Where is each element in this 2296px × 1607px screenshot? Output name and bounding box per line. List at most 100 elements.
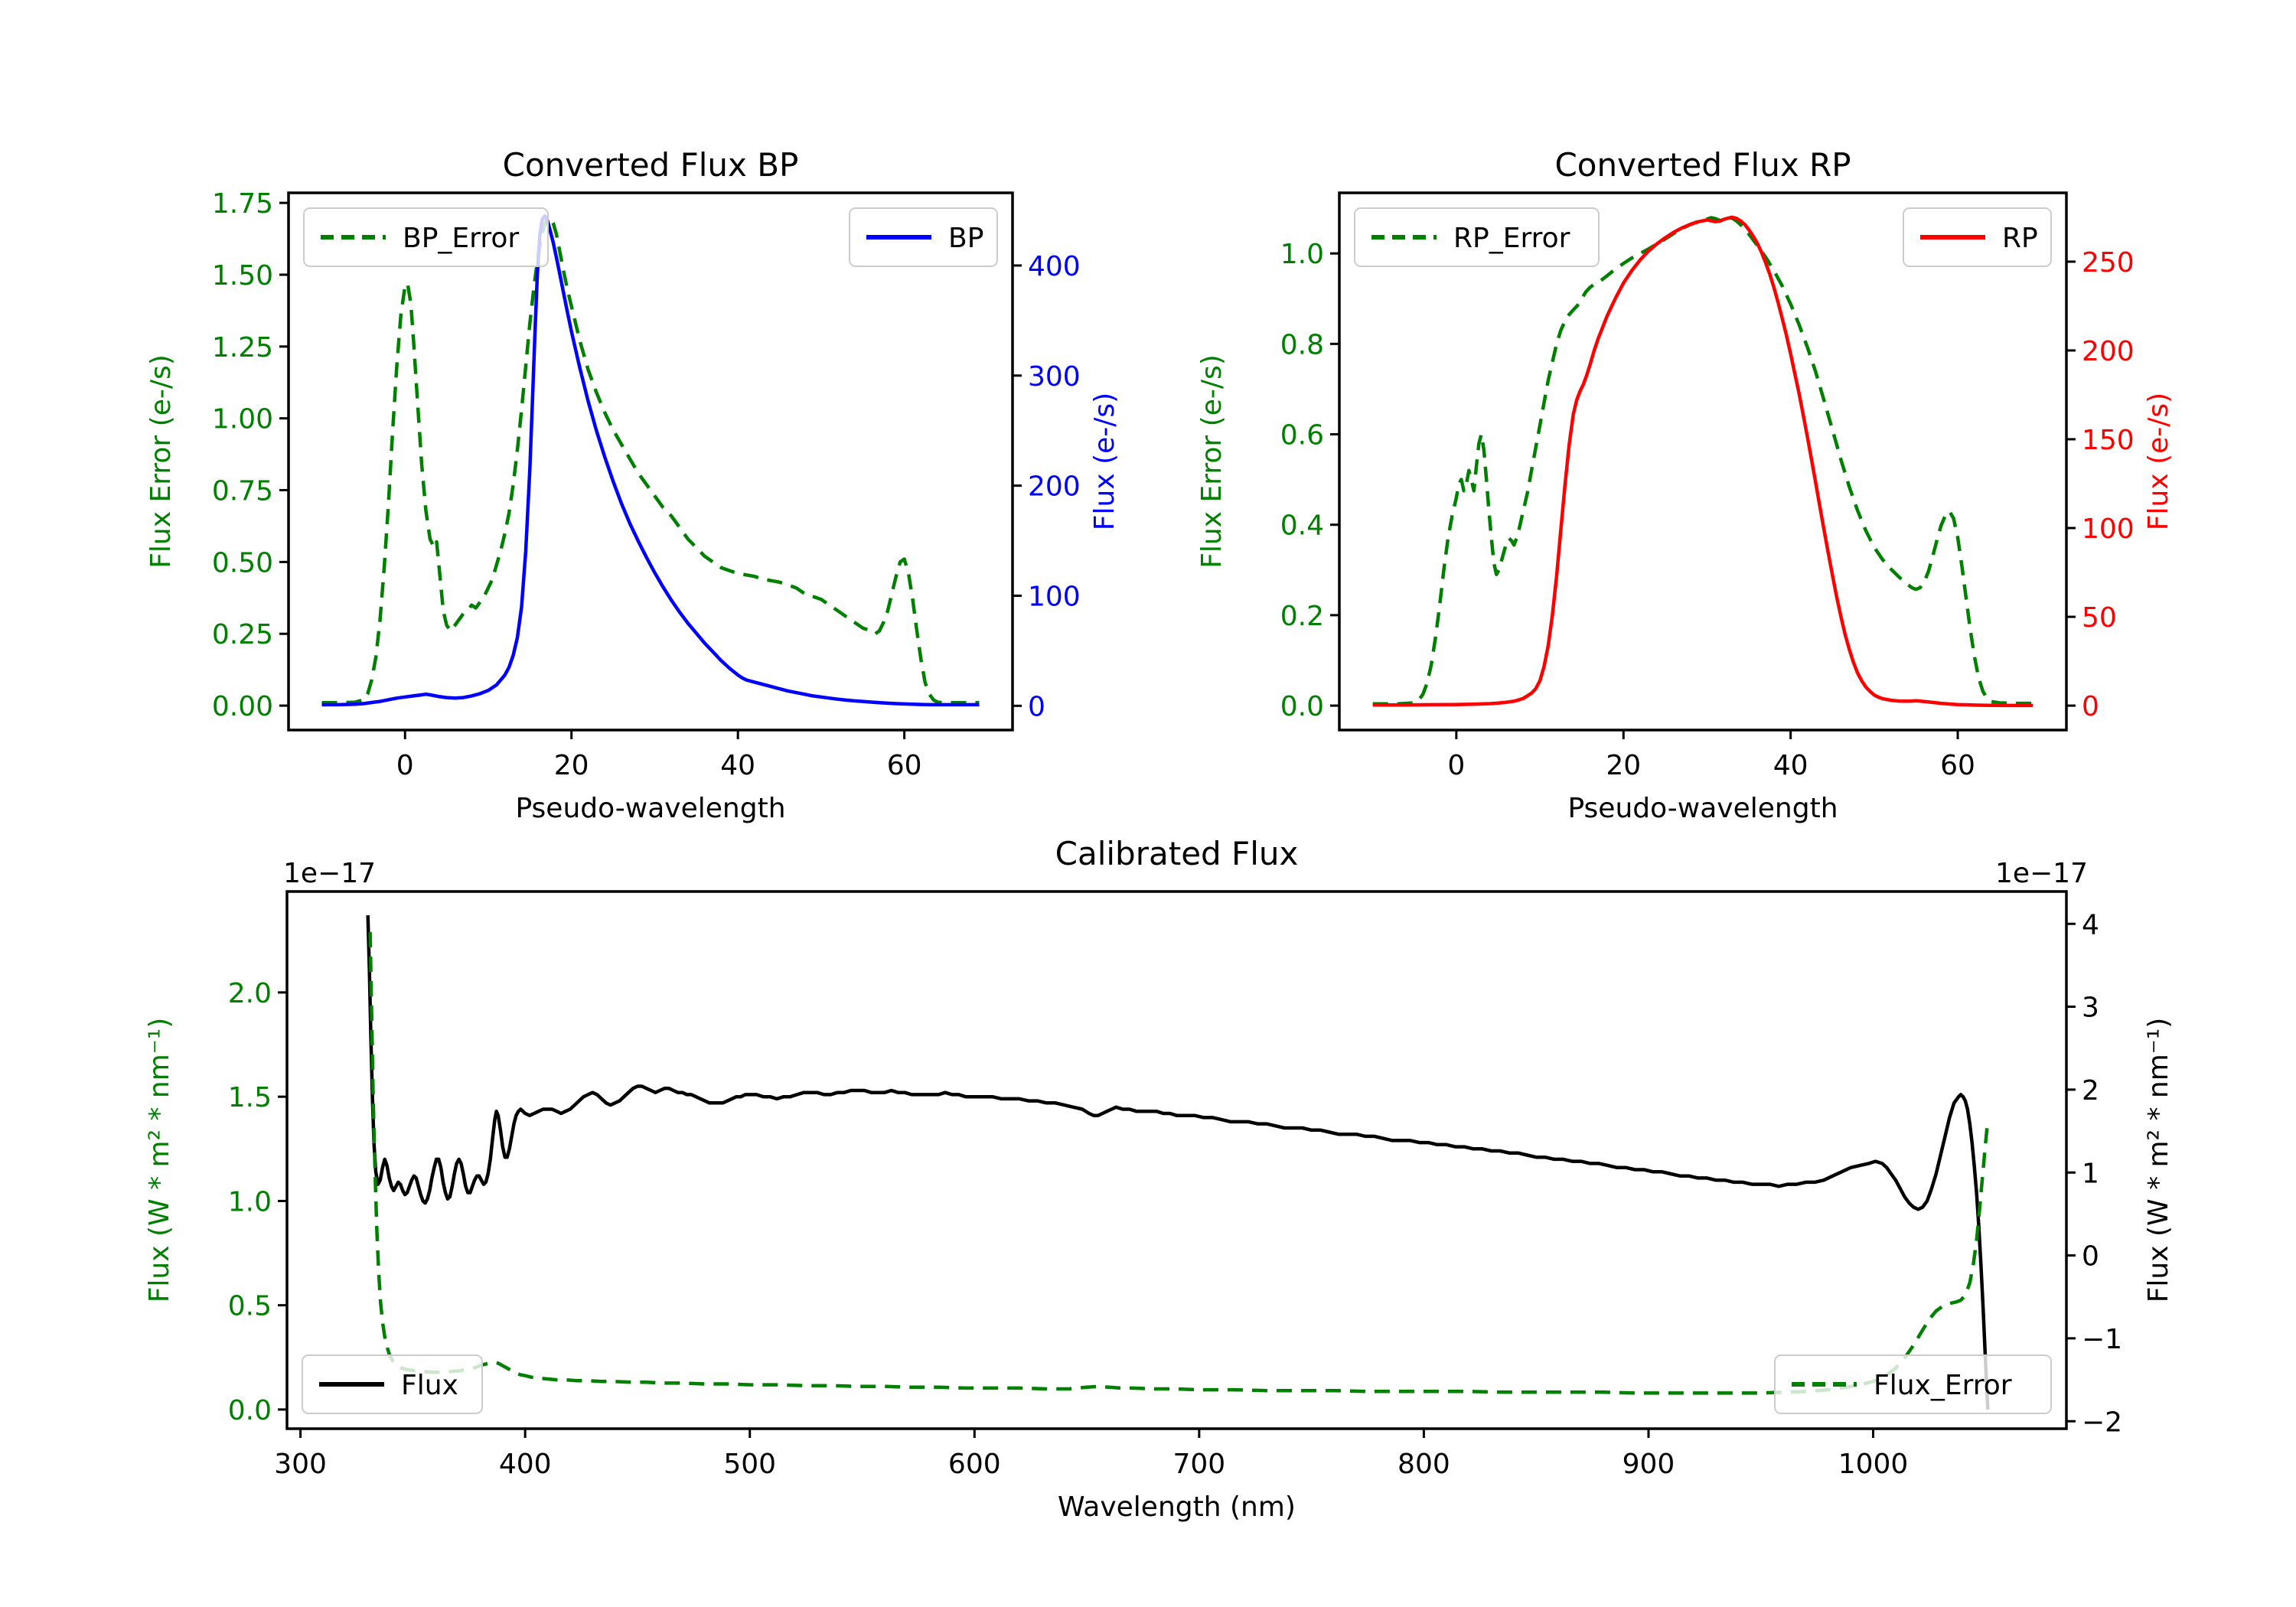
- rp-right-tick-label: 150: [2082, 425, 2135, 456]
- rp-axes-frame: [1338, 191, 2068, 732]
- rp-x-tick-label: 40: [1773, 750, 1808, 781]
- bp-left-tick-label: 0.00: [212, 691, 273, 722]
- bp-axes-frame: [287, 191, 1014, 732]
- plot-bp: 0 20 40 600.000.250.500.751.001.251.501.750…: [145, 146, 1120, 824]
- bp-right-axis: 0 100 200 300 400: [1013, 251, 1081, 722]
- cal-left-axis: 0.0 0.5 1.0 1.5 2.0: [228, 978, 287, 1426]
- rp-right-tick-label: 50: [2082, 602, 2117, 634]
- bp-legend-bp_error: BP_Error: [303, 207, 549, 267]
- rp-legend-label: RP: [2002, 223, 2038, 254]
- rp-series-rp-error: [1372, 215, 2033, 706]
- rp-right-axis: 0 50 100 150 200 250: [2066, 247, 2135, 722]
- cal-left-tick-label: 1.5: [228, 1082, 272, 1113]
- rp-left-tick-label: 0.0: [1280, 691, 1324, 722]
- rp-left-tick-label: 0.8: [1280, 329, 1324, 360]
- cal-x-tick-label: 600: [948, 1449, 1001, 1480]
- rp-legend-label: RP_Error: [1453, 223, 1570, 254]
- rp-series-rp: [1372, 215, 2033, 708]
- bp-x-tick-label: 20: [554, 750, 589, 781]
- bp-left-tick-label: 0.75: [212, 476, 273, 507]
- cal-x-tick-label: 500: [723, 1449, 776, 1480]
- cal-legend-flux: Flux: [302, 1354, 483, 1414]
- cal-left-ylabel: Flux (W * m² * nm⁻¹): [144, 1018, 175, 1303]
- rp-xlabel: Pseudo-wavelength: [1567, 793, 1838, 824]
- cal-x-tick-label: 900: [1623, 1449, 1675, 1480]
- cal-left-tick-label: 0.5: [228, 1291, 272, 1322]
- cal-x-tick-label: 300: [274, 1449, 327, 1480]
- cal-right-tick-label: 4: [2082, 909, 2099, 940]
- rp-left-axis: 0.0 0.2 0.4 0.6 0.8 1.0: [1280, 239, 1339, 722]
- bp-right-tick-label: 400: [1028, 251, 1081, 282]
- bp-right-tick-label: 200: [1028, 471, 1081, 503]
- bp-x-tick-label: 60: [887, 750, 922, 781]
- bp-left-axis: 0.00 0.25 0.50 0.75 1.00 1.25 1.50 1.75: [212, 188, 289, 722]
- bp-series-bp: [321, 214, 980, 707]
- rp-left-tick-label: 0.4: [1280, 510, 1324, 542]
- cal-right-offset-text: 1e−17: [1995, 858, 2088, 889]
- cal-left-offset-text: 1e−17: [283, 858, 376, 889]
- bp-right-tick-label: 0: [1028, 691, 1045, 722]
- bp-left-tick-label: 1.75: [212, 188, 273, 220]
- rp-right-tick-label: 200: [2082, 336, 2135, 367]
- rp-title: Converted Flux RP: [1554, 146, 1851, 184]
- bp-legend-bp: BP: [849, 207, 998, 267]
- bp-x-tick-label: 40: [720, 750, 755, 781]
- cal-right-axis: −2 −1 0 1 2 3 4: [2066, 909, 2122, 1438]
- rp-left-ylabel: Flux Error (e-/s): [1196, 354, 1228, 569]
- rp-legend-rp_error: RP_Error: [1354, 207, 1600, 267]
- cal-right-tick-label: −2: [2082, 1407, 2122, 1438]
- rp-right-tick-label: 0: [2082, 691, 2099, 722]
- bp-left-ylabel: Flux Error (e-/s): [145, 354, 177, 569]
- cal-xlabel: Wavelength (nm): [1058, 1491, 1296, 1523]
- cal-axes-frame: [285, 890, 2068, 1430]
- bp-left-tick-label: 1.25: [212, 332, 273, 363]
- plot-cal: 300 400 500 600 700 800 900 1000 0.0 0.5 1.0 1.5 2.0…: [144, 835, 2174, 1523]
- cal-x-tick-label: 1000: [1838, 1449, 1909, 1480]
- cal-left-tick-label: 2.0: [228, 978, 272, 1009]
- bp-legend-label: BP_Error: [403, 223, 519, 254]
- cal-legend-box: [1774, 1354, 2052, 1414]
- rp-x-tick-label: 60: [1940, 750, 1975, 781]
- cal-x-tick-label: 800: [1397, 1449, 1450, 1480]
- cal-x-tick-label: 400: [499, 1449, 552, 1480]
- rp-x-tick-label: 0: [1447, 750, 1465, 781]
- cal-right-ylabel: Flux (W * m² * nm⁻¹): [2143, 1018, 2174, 1303]
- rp-right-ylabel: Flux (e-/s): [2143, 393, 2174, 530]
- cal-left-tick-label: 1.0: [228, 1186, 272, 1217]
- bp-x-axis: 0 20 40 60: [396, 730, 922, 781]
- bp-legend-box: [303, 207, 549, 267]
- bp-left-tick-label: 0.25: [212, 619, 273, 650]
- cal-legend-label: Flux: [401, 1370, 458, 1401]
- bp-series-bp-error: [321, 215, 980, 705]
- cal-title: Calibrated Flux: [1055, 835, 1299, 872]
- rp-x-tick-label: 20: [1606, 750, 1641, 781]
- cal-left-tick-label: 0.0: [228, 1395, 272, 1426]
- bp-title: Converted Flux BP: [503, 146, 799, 184]
- bp-left-tick-label: 1.50: [212, 260, 273, 292]
- bp-right-tick-label: 300: [1028, 361, 1081, 393]
- cal-right-tick-label: 0: [2082, 1241, 2099, 1273]
- bp-right-ylabel: Flux (e-/s): [1089, 393, 1120, 530]
- bp-left-tick-label: 0.50: [212, 547, 273, 579]
- rp-left-tick-label: 0.6: [1280, 420, 1324, 451]
- cal-right-tick-label: 2: [2082, 1075, 2099, 1107]
- rp-legend-box: [1354, 207, 1600, 267]
- bp-xlabel: Pseudo-wavelength: [515, 793, 785, 824]
- cal-x-tick-label: 700: [1172, 1449, 1225, 1480]
- cal-legend-label: Flux_Error: [1874, 1370, 2012, 1401]
- bp-x-tick-label: 0: [396, 750, 414, 781]
- cal-right-tick-label: −1: [2082, 1324, 2122, 1355]
- bp-legend-label: BP: [948, 223, 983, 254]
- bp-left-tick-label: 1.00: [212, 404, 273, 435]
- cal-right-tick-label: 1: [2082, 1158, 2099, 1189]
- cal-x-axis: 300 400 500 600 700 800 900 1000: [274, 1429, 1908, 1480]
- plot-rp: 0 20 40 60 0.0 0.2 0.4 0.6 0.8 1.0 0 50 100 150 200 250…: [1196, 146, 2174, 824]
- cal-legend-flux_error: Flux_Error: [1774, 1354, 2052, 1414]
- bp-right-tick-label: 100: [1028, 582, 1081, 613]
- rp-legend-rp: RP: [1903, 207, 2052, 267]
- rp-left-tick-label: 0.2: [1280, 601, 1324, 632]
